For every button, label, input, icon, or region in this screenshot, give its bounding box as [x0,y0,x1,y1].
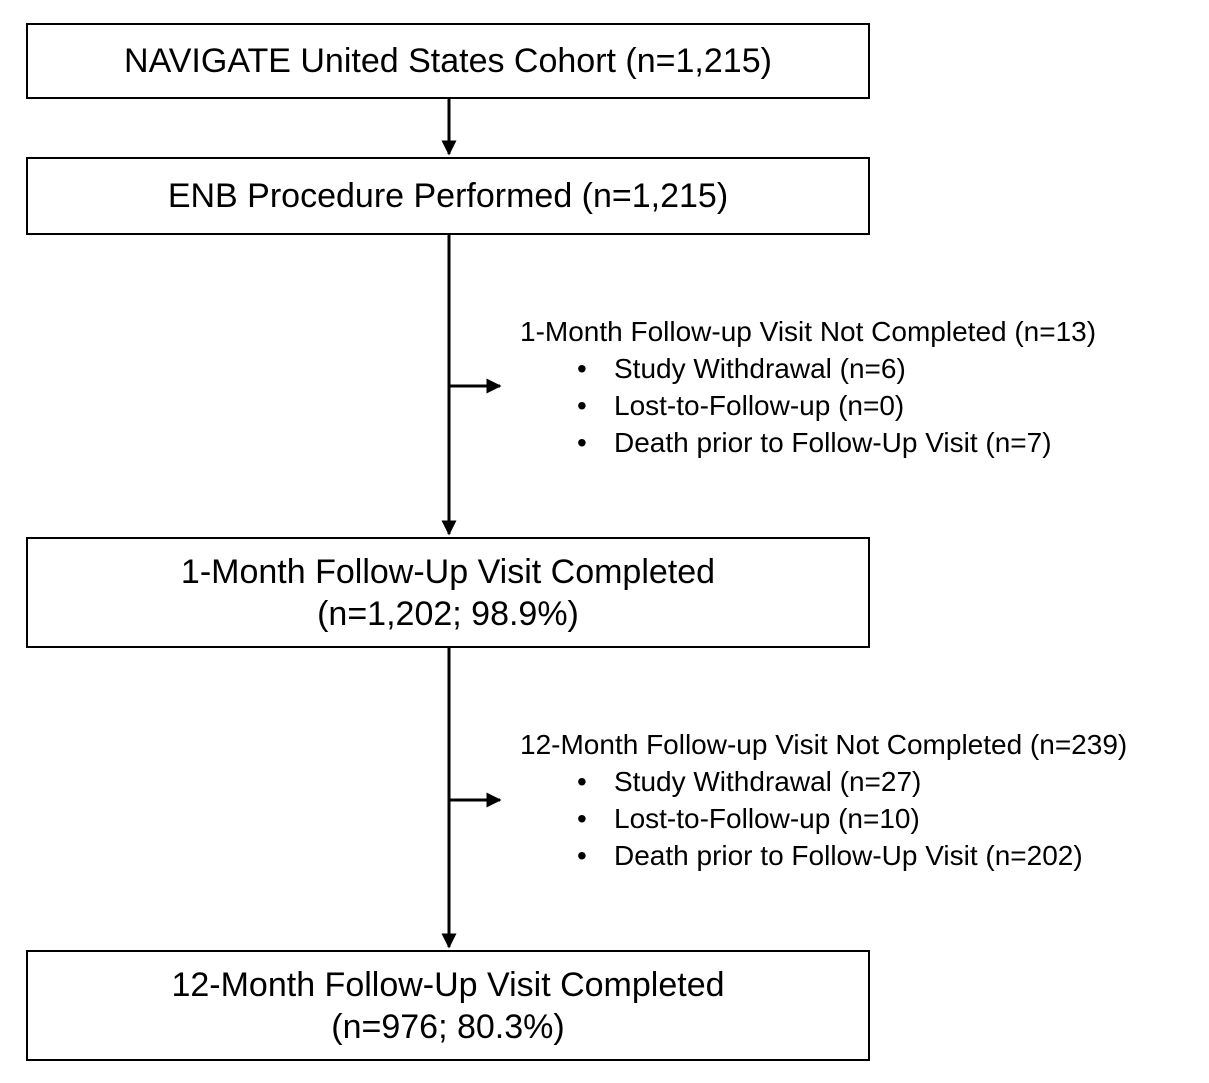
month1-exclusion-note: 1-Month Follow-up Visit Not Completed (n… [520,313,1096,461]
month1-exclusion-list: Study Withdrawal (n=6) Lost-to-Follow-up… [520,350,1096,461]
month1-exclusion-title: 1-Month Follow-up Visit Not Completed (n… [520,316,1097,347]
month12-completed-label: 12-Month Follow-Up Visit Completed [171,965,725,1004]
month1-completed-label: 1-Month Follow-Up Visit Completed [180,552,716,591]
list-item: Death prior to Follow-Up Visit (n=202) [520,837,1127,874]
month12-exclusion-list: Study Withdrawal (n=27) Lost-to-Follow-u… [520,763,1127,874]
list-item: Death prior to Follow-Up Visit (n=7) [520,424,1096,461]
list-item: Lost-to-Follow-up (n=10) [520,800,1127,837]
cohort-box: NAVIGATE United States Cohort (n=1,215) [26,23,870,99]
procedure-box: ENB Procedure Performed (n=1,215) [26,157,870,235]
month12-completed-count: (n=976; 80.3%) [331,1007,565,1046]
cohort-label: NAVIGATE United States Cohort (n=1,215) [124,42,772,80]
month12-completed-box: 12-Month Follow-Up Visit Completed (n=97… [26,950,870,1061]
month1-completed-count: (n=1,202; 98.9%) [317,594,579,633]
month12-exclusion-title: 12-Month Follow-up Visit Not Completed (… [520,729,1128,760]
month1-completed-box: 1-Month Follow-Up Visit Completed (n=1,2… [26,537,870,648]
month12-exclusion-note: 12-Month Follow-up Visit Not Completed (… [520,726,1127,874]
list-item: Study Withdrawal (n=27) [520,763,1127,800]
list-item: Lost-to-Follow-up (n=0) [520,387,1096,424]
procedure-label: ENB Procedure Performed (n=1,215) [167,177,729,215]
list-item: Study Withdrawal (n=6) [520,350,1096,387]
